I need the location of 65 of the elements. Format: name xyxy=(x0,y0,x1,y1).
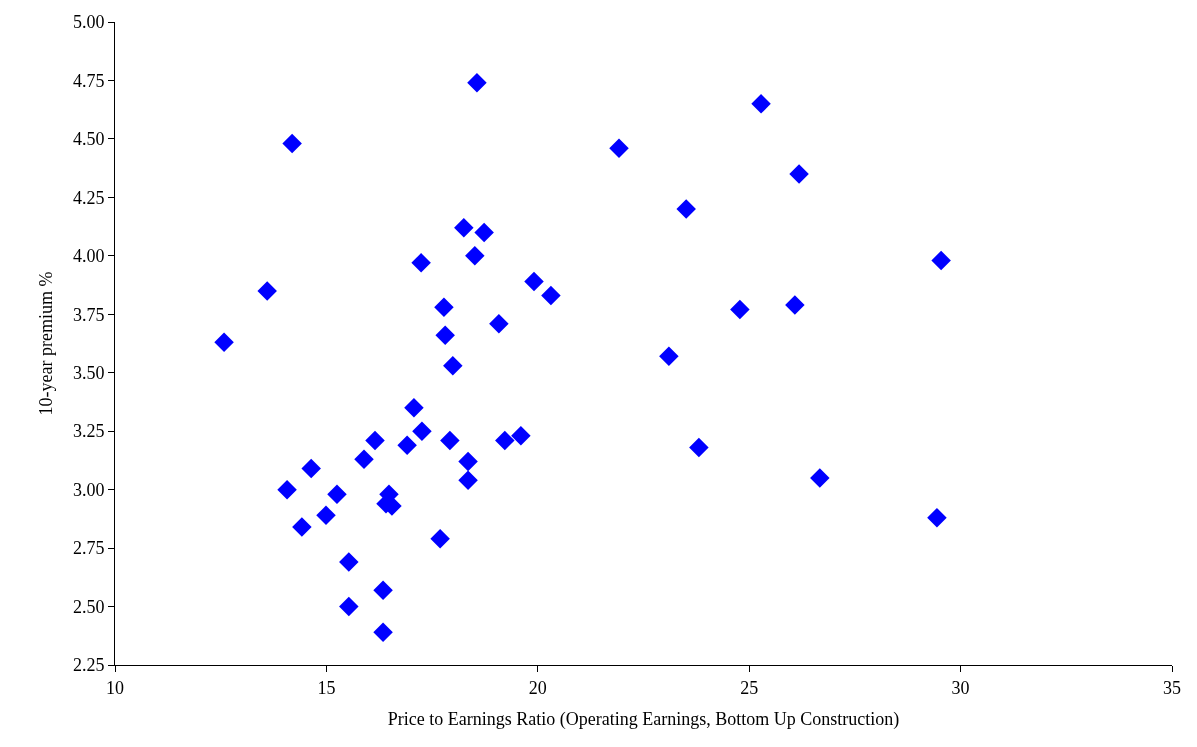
x-tick-label: 35 xyxy=(1163,677,1181,698)
point xyxy=(373,622,393,643)
y-tick-label: 2.75 xyxy=(72,538,105,559)
point xyxy=(373,580,393,600)
point xyxy=(785,295,805,315)
point xyxy=(435,325,455,346)
point xyxy=(257,281,277,301)
point xyxy=(282,133,302,154)
point xyxy=(454,218,474,238)
point xyxy=(339,552,359,572)
point xyxy=(354,449,374,469)
y-tick-label: 4.00 xyxy=(72,246,105,267)
point xyxy=(434,297,454,318)
point xyxy=(214,332,234,353)
y-tick-label: 3.50 xyxy=(72,363,105,384)
point xyxy=(458,451,478,472)
point xyxy=(411,253,431,273)
x-tick-label: 20 xyxy=(528,677,547,698)
point xyxy=(524,271,544,292)
point xyxy=(495,430,515,451)
y-tick-label: 3.75 xyxy=(72,304,105,325)
x-axis-title: Price to Earnings Ratio (Operating Earnings, Bottom Up Construction) xyxy=(387,708,900,730)
point xyxy=(467,73,487,93)
point xyxy=(327,484,347,505)
point xyxy=(458,470,478,491)
point xyxy=(412,421,432,441)
point xyxy=(609,138,629,159)
point xyxy=(316,505,336,526)
y-tick-label: 4.75 xyxy=(72,70,105,91)
y-tick-label: 2.25 xyxy=(72,655,105,676)
point xyxy=(730,299,750,320)
point xyxy=(676,199,696,219)
y-axis-title: 10-year premium % xyxy=(36,271,57,416)
point xyxy=(659,346,679,367)
point xyxy=(489,313,509,334)
point xyxy=(689,437,709,458)
point xyxy=(365,430,385,451)
point xyxy=(397,435,417,455)
point xyxy=(810,468,830,488)
point xyxy=(511,426,531,446)
point xyxy=(789,164,809,184)
y-tick-label: 4.50 xyxy=(72,129,105,150)
point xyxy=(751,94,771,114)
point xyxy=(301,458,321,479)
point xyxy=(292,517,312,537)
point xyxy=(277,479,297,500)
point xyxy=(339,596,359,617)
x-tick-label: 30 xyxy=(951,677,970,698)
point xyxy=(443,355,463,376)
y-tick-label: 2.50 xyxy=(72,596,105,617)
x-tick-label: 10 xyxy=(106,677,124,698)
point xyxy=(430,528,450,549)
point xyxy=(404,398,424,418)
x-tick-label: 25 xyxy=(740,677,759,698)
y-tick-label: 3.25 xyxy=(72,421,105,442)
point xyxy=(927,507,947,528)
point xyxy=(931,250,951,271)
point xyxy=(440,430,460,451)
point xyxy=(465,246,485,266)
point xyxy=(541,285,561,306)
point xyxy=(474,222,494,243)
y-tick-label: 4.25 xyxy=(72,187,105,208)
y-tick-label: 3.00 xyxy=(72,479,105,500)
x-tick-label: 15 xyxy=(317,677,336,698)
y-tick-label: 5.00 xyxy=(72,12,105,33)
